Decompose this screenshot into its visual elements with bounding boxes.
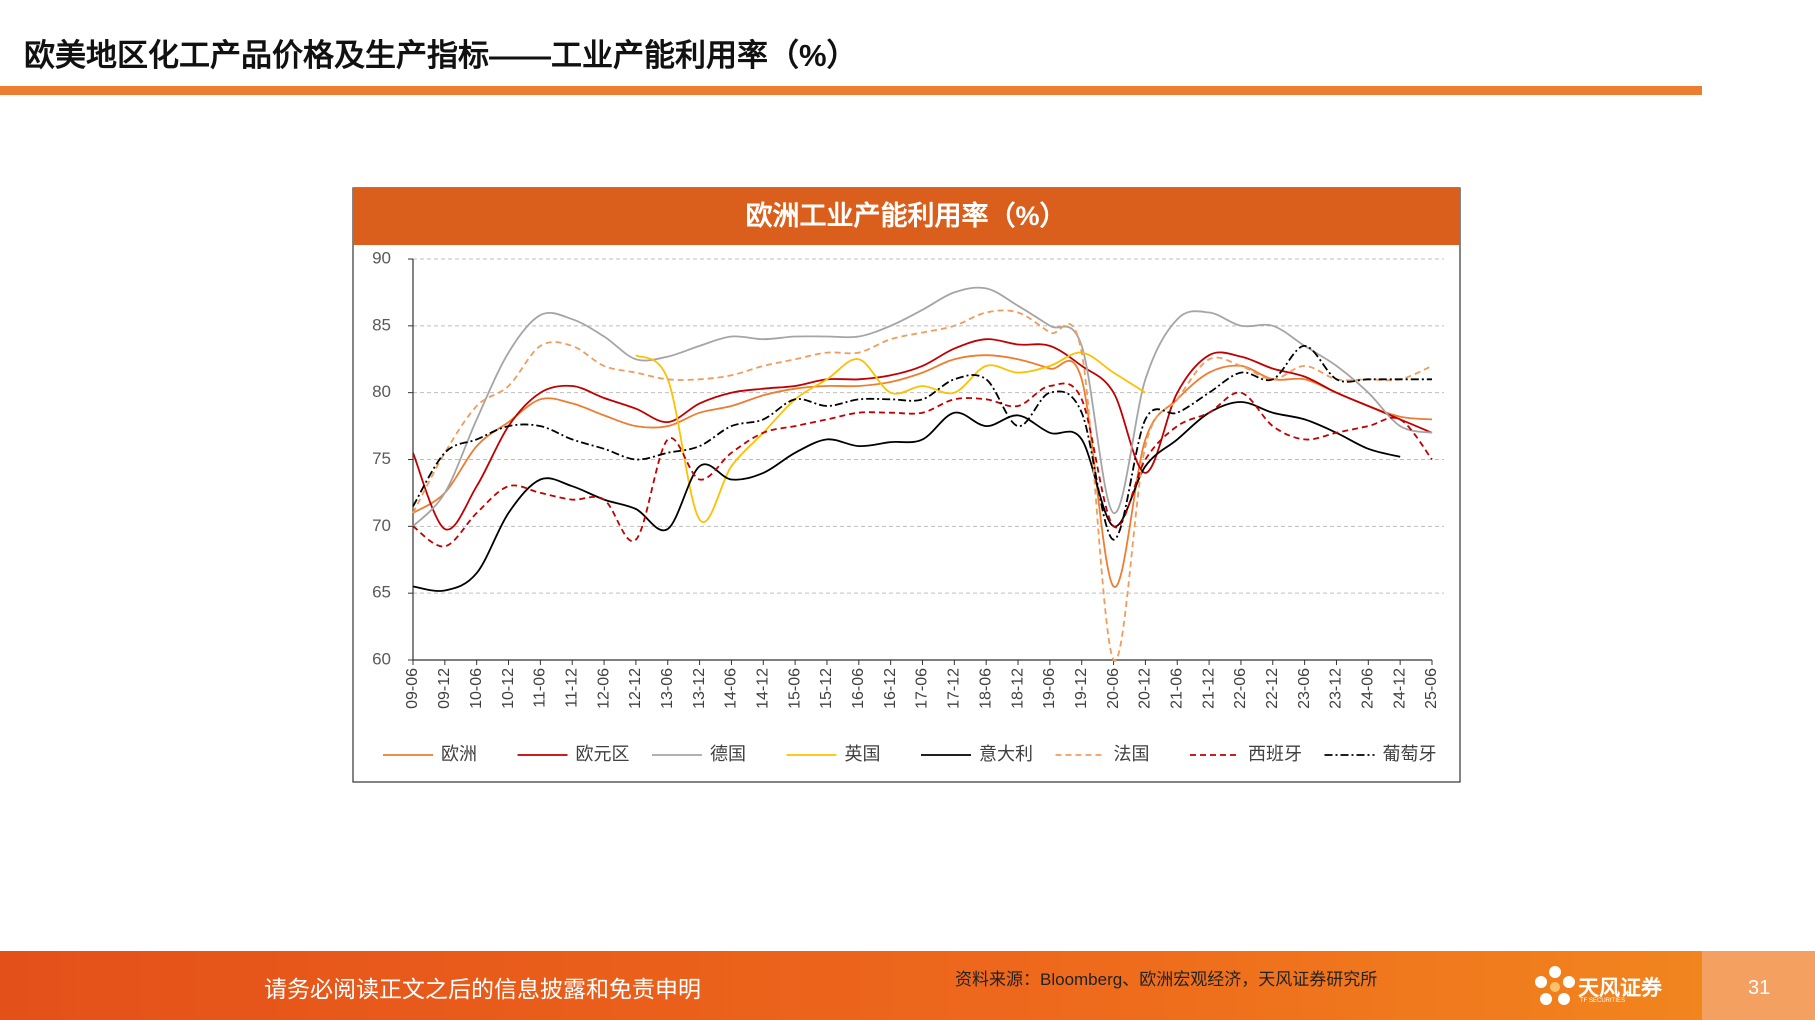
series-line xyxy=(412,338,1433,531)
x-tick-label: 10-06 xyxy=(468,668,485,709)
y-tick-label: 75 xyxy=(372,449,391,468)
legend-label: 欧洲 xyxy=(441,744,477,764)
x-tick-label: 23-12 xyxy=(1328,668,1345,709)
series-line xyxy=(412,286,1433,527)
x-tick-label: 11-06 xyxy=(532,668,549,708)
series-line xyxy=(412,354,1433,588)
x-tick-label: 16-12 xyxy=(882,668,899,709)
chart: 欧洲工业产能利用率（%） 60 65 70 75 80 85 90 09-06 09-12 10-… xyxy=(352,187,1461,783)
x-tick-label: 20-12 xyxy=(1137,668,1154,709)
legend-label: 法国 xyxy=(1114,744,1150,764)
x-tick-label: 23-06 xyxy=(1296,668,1313,709)
y-tick-label: 90 xyxy=(372,248,391,267)
logo-text: 天风证券 xyxy=(1578,977,1662,1000)
x-tick-label: 18-06 xyxy=(977,668,994,709)
y-tick-label: 80 xyxy=(372,382,391,401)
x-tick-label: 21-06 xyxy=(1168,668,1185,709)
x-tick-label: 17-06 xyxy=(914,668,931,709)
x-tick-label: 16-06 xyxy=(850,668,867,709)
x-tick-label: 18-12 xyxy=(1009,668,1026,709)
x-tick-label: 13-12 xyxy=(691,668,708,709)
legend-label: 英国 xyxy=(845,744,881,764)
logo-icon xyxy=(1535,966,1575,1005)
x-tick-label: 12-06 xyxy=(595,668,612,709)
x-tick-label: 14-12 xyxy=(755,668,772,709)
legend-label: 西班牙 xyxy=(1248,744,1302,764)
x-tick-label: 17-12 xyxy=(946,668,963,709)
series-line xyxy=(635,351,1146,523)
y-tick-label: 60 xyxy=(372,649,391,668)
footer-band xyxy=(0,951,1815,1020)
source-note: 资料来源：Bloomberg、欧洲宏观经济，天风证券研究所 xyxy=(955,970,1378,989)
x-tick-label: 25-06 xyxy=(1423,668,1440,709)
x-tick-label: 15-12 xyxy=(818,668,835,709)
title-rule xyxy=(0,86,1702,95)
legend-label: 欧元区 xyxy=(576,744,630,764)
x-tick-label: 24-12 xyxy=(1391,668,1408,709)
disclaimer: 请务必阅读正文之后的信息披露和免责申明 xyxy=(264,976,701,1002)
page-title: 欧美地区化工产品价格及生产指标——工业产能利用率（%） xyxy=(24,38,858,73)
legend-label: 德国 xyxy=(710,744,746,764)
x-tick-label: 13-06 xyxy=(659,668,676,709)
x-tick-label: 20-06 xyxy=(1105,668,1122,709)
legend-label: 葡萄牙 xyxy=(1383,744,1437,764)
series-line xyxy=(412,344,1432,541)
y-tick-label: 85 xyxy=(372,315,391,334)
x-tick-label: 09-12 xyxy=(436,668,453,709)
legend-label: 意大利 xyxy=(979,744,1033,764)
x-tick-label: 14-06 xyxy=(723,668,740,709)
series-line xyxy=(412,382,1433,548)
chart-header xyxy=(353,188,1460,245)
x-tick-label: 19-06 xyxy=(1041,668,1058,709)
series-line xyxy=(412,401,1401,592)
x-tick-label: 22-06 xyxy=(1232,668,1249,709)
x-tick-label: 09-06 xyxy=(404,668,421,709)
y-tick-label: 65 xyxy=(372,583,391,602)
x-tick-label: 11-12 xyxy=(563,668,580,708)
x-tick-label: 10-12 xyxy=(500,668,517,709)
x-tick-label: 12-12 xyxy=(627,668,644,709)
chart-frame xyxy=(352,187,1461,783)
series-line xyxy=(412,309,1433,662)
chart-title: 欧洲工业产能利用率（%） xyxy=(745,200,1066,231)
page-number: 31 xyxy=(1748,977,1771,999)
y-tick-label: 70 xyxy=(372,516,391,535)
x-tick-label: 24-06 xyxy=(1360,668,1377,709)
page-box xyxy=(1702,951,1815,1020)
x-tick-label: 21-12 xyxy=(1200,668,1217,709)
x-tick-label: 19-12 xyxy=(1073,668,1090,709)
x-tick-label: 15-06 xyxy=(786,668,803,709)
logo-subtext: TF SECURITIES xyxy=(1580,998,1626,1004)
x-tick-label: 22-12 xyxy=(1264,668,1281,709)
